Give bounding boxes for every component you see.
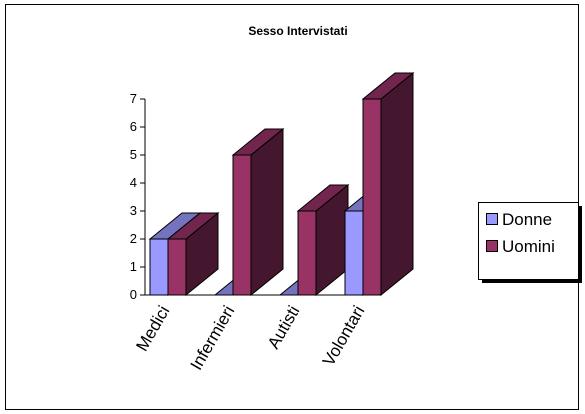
bar-side-face (250, 127, 284, 297)
y-tick-label-4: 4 (130, 175, 137, 190)
y-tick-label-5: 5 (130, 147, 137, 162)
bar-uomini-medici (166, 211, 220, 297)
y-tick-label-2: 2 (130, 231, 137, 246)
bar-front-face (149, 238, 169, 296)
y-tick-label-7: 7 (130, 91, 137, 106)
bar-side-face (380, 71, 414, 297)
bar-front-face (297, 210, 317, 296)
bar-uomini-infermieri (231, 127, 285, 297)
legend: Donne Uomini (478, 202, 582, 283)
legend-swatch-donne (486, 213, 498, 225)
bar-front-face (344, 210, 364, 296)
y-tick-label-0: 0 (130, 287, 137, 302)
legend-swatch-uomini (486, 240, 498, 252)
legend-label-uomini: Uomini (502, 237, 555, 256)
y-tick-label-3: 3 (130, 203, 137, 218)
bar-front-face (232, 154, 252, 296)
legend-label-donne: Donne (502, 210, 552, 229)
chart-title: Sesso Intervistati (248, 24, 347, 38)
bar-front-face (362, 98, 382, 296)
bar-front-face (167, 238, 187, 296)
y-tick-label-1: 1 (130, 259, 137, 274)
bar-uomini-volontari (361, 71, 415, 297)
y-tick-label-6: 6 (130, 119, 137, 134)
